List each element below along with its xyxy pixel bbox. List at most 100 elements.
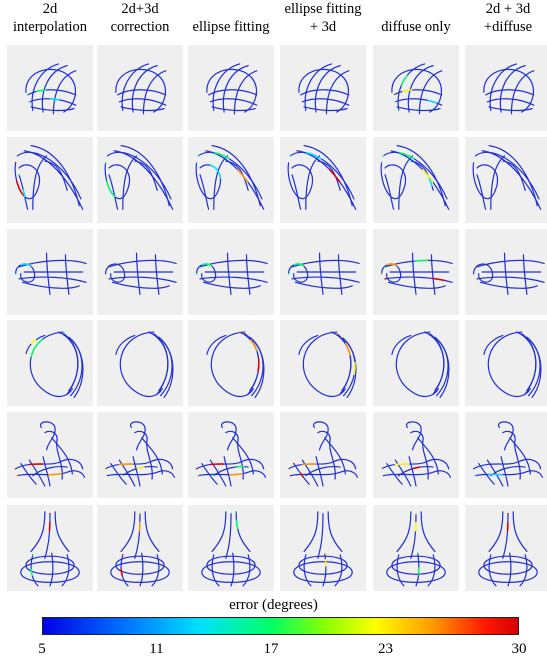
result-cell xyxy=(373,137,459,223)
stroke-curve xyxy=(16,151,82,200)
stroke-curve xyxy=(25,555,75,575)
error-segment xyxy=(415,552,420,587)
stroke-curve xyxy=(474,151,540,200)
vase-drawing xyxy=(478,511,538,587)
crescent-drawing xyxy=(298,331,357,399)
stroke-curve xyxy=(502,160,526,191)
result-cell xyxy=(7,229,93,315)
stroke-curve xyxy=(304,63,333,111)
stroke-curve xyxy=(252,340,265,399)
stroke-curve xyxy=(303,511,319,553)
stroke-curve xyxy=(142,70,167,115)
stroke-curve xyxy=(410,512,417,559)
column-header: ellipse fitting xyxy=(192,19,270,35)
stroke-curve xyxy=(291,276,360,283)
stroke-curve xyxy=(298,555,348,575)
column-header: 2d + 3d +diffuse xyxy=(483,1,533,35)
result-cell xyxy=(280,229,366,315)
cylinder-drawing xyxy=(104,252,177,295)
error-segment xyxy=(122,465,158,477)
error-segment xyxy=(410,160,434,192)
stroke-curve xyxy=(317,160,341,191)
stroke-curve xyxy=(472,162,499,200)
stroke-curve xyxy=(396,554,405,587)
stroke-curve xyxy=(510,70,535,115)
stroke-curve xyxy=(395,331,439,398)
duck-drawing xyxy=(195,421,267,487)
stroke-curve xyxy=(521,333,537,395)
stroke-curve xyxy=(106,470,176,478)
stroke-curve xyxy=(208,89,258,96)
stroke-curve xyxy=(303,106,348,112)
column-header: 2d+3d correction xyxy=(110,1,170,35)
result-cell xyxy=(7,505,93,591)
result-cell xyxy=(465,229,547,315)
stroke-curve xyxy=(153,333,169,395)
stroke-curve xyxy=(519,554,528,587)
result-cell xyxy=(373,320,459,406)
cylinder-drawing xyxy=(472,252,545,295)
stroke-curve xyxy=(503,252,509,295)
stroke-curve xyxy=(119,331,163,398)
stroke-curve xyxy=(220,421,237,451)
stroke-curve xyxy=(209,459,227,487)
crescent-drawing xyxy=(483,331,542,399)
loops-drawing xyxy=(380,144,450,211)
stroke-curve xyxy=(45,252,51,295)
stroke-curve xyxy=(212,63,241,111)
stroke-curve xyxy=(486,98,535,106)
duck-drawing xyxy=(14,421,86,487)
stroke-curve xyxy=(118,459,136,487)
colorbar xyxy=(42,617,519,635)
vase-drawing xyxy=(293,511,353,587)
error-segment xyxy=(335,332,352,395)
stroke-curve xyxy=(394,459,412,487)
result-cell xyxy=(373,45,459,131)
stroke-curve xyxy=(293,561,353,584)
colorbar-tick-label: 17 xyxy=(263,641,279,657)
stroke-curve xyxy=(115,555,165,575)
stroke-curve xyxy=(322,552,327,587)
stroke-curve xyxy=(238,331,260,392)
stroke-curve xyxy=(476,174,487,210)
error-segment xyxy=(384,259,453,268)
stroke-curve xyxy=(154,254,160,295)
column-header: 2d interpolation xyxy=(12,1,88,35)
duck-drawing xyxy=(380,421,452,487)
stroke-curve xyxy=(387,281,446,289)
stroke-curve xyxy=(132,456,141,487)
stroke-curve xyxy=(499,65,526,113)
stroke-curve xyxy=(391,334,412,356)
stroke-curve xyxy=(500,456,509,487)
result-cell xyxy=(7,45,93,131)
stroke-curve xyxy=(30,106,75,112)
stroke-curve xyxy=(384,276,453,283)
error-segment xyxy=(341,336,356,397)
stroke-curve xyxy=(478,561,538,584)
stroke-curve xyxy=(417,437,439,475)
stroke-curve xyxy=(30,144,80,207)
stroke-curve xyxy=(134,160,158,191)
stroke-curve xyxy=(408,456,417,487)
stroke-curve xyxy=(111,281,170,289)
stroke-curve xyxy=(430,254,436,295)
stroke-curve xyxy=(199,276,268,283)
stroke-curve xyxy=(199,259,268,268)
stroke-curve xyxy=(232,437,254,475)
stroke-curve xyxy=(222,65,249,113)
stroke-curve xyxy=(502,512,509,559)
result-cell xyxy=(7,320,93,406)
stroke-curve xyxy=(479,281,538,289)
error-segment xyxy=(28,97,77,106)
stroke-curve xyxy=(303,144,353,207)
stroke-curve xyxy=(211,511,227,553)
stroke-curve xyxy=(120,106,165,112)
stroke-curve xyxy=(210,331,254,398)
result-cell xyxy=(97,412,183,498)
stroke-curve xyxy=(393,89,443,96)
stroke-curve xyxy=(336,333,352,395)
cylinder-drawing xyxy=(380,252,453,295)
stroke-curve xyxy=(39,421,56,451)
stroke-curve xyxy=(44,160,68,191)
crescent-drawing xyxy=(115,331,174,399)
